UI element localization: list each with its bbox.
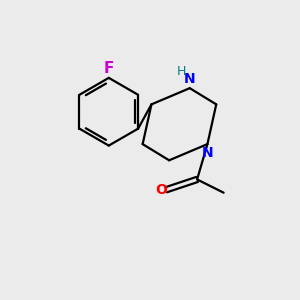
Text: N: N bbox=[202, 146, 214, 161]
Text: H: H bbox=[177, 65, 186, 78]
Text: O: O bbox=[155, 183, 167, 197]
Text: F: F bbox=[103, 61, 114, 76]
Text: N: N bbox=[184, 72, 196, 86]
